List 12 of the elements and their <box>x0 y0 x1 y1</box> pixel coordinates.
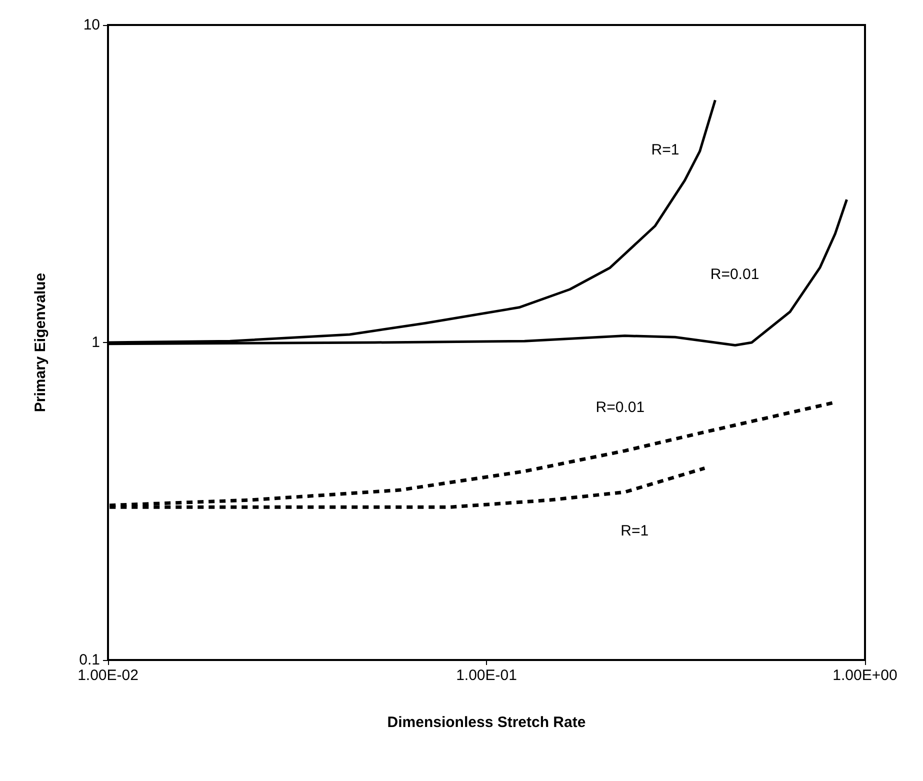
y-tick-label: 0.1 <box>79 652 100 668</box>
x-tick-label: 1.00E-01 <box>456 667 517 684</box>
y-tick-label: 10 <box>83 16 100 34</box>
series-label: R=1 <box>620 522 649 540</box>
series-label: R=0.01 <box>596 398 645 416</box>
x-tick-label: 1.00E-02 <box>78 667 138 684</box>
x-axis-title: Dimensionless Stretch Rate <box>387 714 586 731</box>
x-tick-label: 1.00E+00 <box>832 667 898 684</box>
y-tick-label: 1 <box>92 334 100 351</box>
y-axis-title: Primary Eigenvalue <box>32 272 49 412</box>
series-label: R=1 <box>651 142 680 159</box>
text: R=0.01 <box>710 266 760 284</box>
